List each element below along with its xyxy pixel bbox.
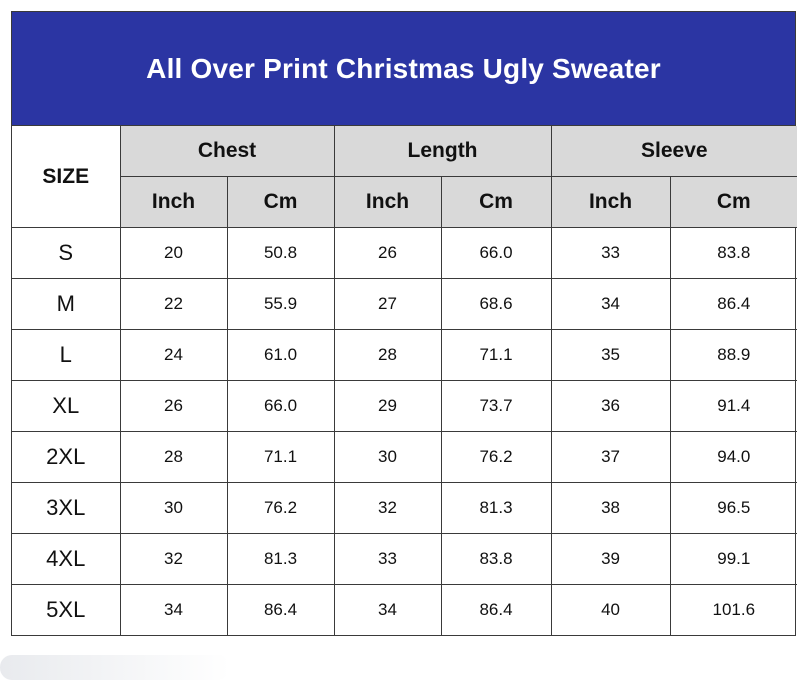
sleeve-inch-cell: 34: [550, 278, 671, 330]
table-row: M 22 55.9 27 68.6 34 86.4: [12, 278, 798, 330]
sleeve-inch-cell: 36: [550, 380, 671, 432]
table-row: S 20 50.8 26 66.0 33 83.8: [12, 227, 798, 279]
chest-inch-cell: 28: [119, 431, 228, 483]
sleeve-cm-cell: 94.0: [669, 431, 798, 483]
length-cm-cell: 71.1: [440, 329, 552, 381]
chest-inch-cell: 34: [119, 584, 228, 635]
chart-title: All Over Print Christmas Ugly Sweater: [146, 52, 661, 84]
chest-inch-cell: 32: [119, 533, 228, 585]
size-cell: M: [12, 278, 121, 330]
header-row-groups: SIZE Chest Length Sleeve: [12, 126, 798, 228]
sleeve-cm-cell: 83.8: [669, 227, 798, 279]
group-header-chest: Chest: [119, 126, 335, 177]
length-inch-cell: 34: [333, 584, 442, 635]
sleeve-cm-cell: 99.1: [669, 533, 798, 585]
table-row: 3XL 30 76.2 32 81.3 38 96.5: [12, 482, 798, 534]
sleeve-cm-cell: 101.6: [669, 584, 798, 635]
chest-cm-cell: 50.8: [226, 227, 335, 279]
sleeve-inch-cell: 40: [550, 584, 671, 635]
length-cm-cell: 86.4: [440, 584, 552, 635]
sleeve-cm-cell: 91.4: [669, 380, 798, 432]
size-column-header: SIZE: [12, 126, 121, 228]
table-row: 5XL 34 86.4 34 86.4 40 101.6: [12, 584, 798, 635]
length-cm-cell: 68.6: [440, 278, 552, 330]
header-row-units: Inch Cm Inch Cm Inch Cm: [12, 176, 798, 228]
length-cm-cell: 76.2: [440, 431, 552, 483]
size-cell: 4XL: [12, 533, 121, 585]
chest-cm-cell: 81.3: [226, 533, 335, 585]
group-header-sleeve: Sleeve: [550, 126, 798, 177]
chest-inch-cell: 22: [119, 278, 228, 330]
length-inch-cell: 28: [333, 329, 442, 381]
chest-inch-cell: 24: [119, 329, 228, 381]
length-cm-cell: 66.0: [440, 227, 552, 279]
sleeve-inch-cell: 39: [550, 533, 671, 585]
size-chart: All Over Print Christmas Ugly Sweater SI…: [11, 11, 798, 636]
unit-header-chest-inch: Inch: [120, 176, 228, 228]
sleeve-cm-cell: 88.9: [669, 329, 798, 381]
length-inch-cell: 29: [333, 380, 442, 432]
length-cm-cell: 73.7: [440, 380, 552, 432]
background-shadow: [0, 655, 230, 680]
size-cell: 3XL: [12, 482, 121, 534]
sleeve-inch-cell: 37: [550, 431, 671, 483]
table-row: 4XL 32 81.3 33 83.8 39 99.1: [12, 533, 798, 585]
table-row: XL 26 66.0 29 73.7 36 91.4: [12, 380, 798, 432]
sleeve-inch-cell: 35: [550, 329, 671, 381]
length-cm-cell: 81.3: [440, 482, 552, 534]
size-cell: 2XL: [12, 431, 121, 483]
size-cell: S: [12, 227, 121, 279]
unit-header-length-cm: Cm: [440, 176, 552, 228]
size-table: SIZE Chest Length Sleeve Inch Cm Inch Cm…: [12, 126, 798, 635]
chest-cm-cell: 66.0: [226, 380, 335, 432]
chest-cm-cell: 76.2: [226, 482, 335, 534]
table-row: L 24 61.0 28 71.1 35 88.9: [12, 329, 798, 381]
unit-header-sleeve-cm: Cm: [669, 176, 798, 228]
length-inch-cell: 26: [333, 227, 442, 279]
chest-inch-cell: 20: [119, 227, 228, 279]
unit-header-chest-cm: Cm: [226, 176, 335, 228]
unit-header-sleeve-inch: Inch: [550, 176, 671, 228]
sleeve-cm-cell: 96.5: [669, 482, 798, 534]
sleeve-cm-cell: 86.4: [669, 278, 798, 330]
title-bar: All Over Print Christmas Ugly Sweater: [12, 12, 795, 126]
chest-cm-cell: 61.0: [226, 329, 335, 381]
length-inch-cell: 33: [333, 533, 442, 585]
chest-cm-cell: 55.9: [226, 278, 335, 330]
length-cm-cell: 83.8: [440, 533, 552, 585]
sleeve-inch-cell: 33: [550, 227, 671, 279]
size-cell: XL: [12, 380, 121, 432]
length-inch-cell: 27: [333, 278, 442, 330]
chest-cm-cell: 71.1: [226, 431, 335, 483]
chest-inch-cell: 26: [119, 380, 228, 432]
length-inch-cell: 30: [333, 431, 442, 483]
table-row: 2XL 28 71.1 30 76.2 37 94.0: [12, 431, 798, 483]
size-cell: L: [12, 329, 121, 381]
group-header-length: Length: [333, 126, 552, 177]
size-cell: 5XL: [12, 584, 121, 635]
chest-cm-cell: 86.4: [226, 584, 335, 635]
unit-header-length-inch: Inch: [333, 176, 442, 228]
chest-inch-cell: 30: [119, 482, 228, 534]
sleeve-inch-cell: 38: [550, 482, 671, 534]
length-inch-cell: 32: [333, 482, 442, 534]
